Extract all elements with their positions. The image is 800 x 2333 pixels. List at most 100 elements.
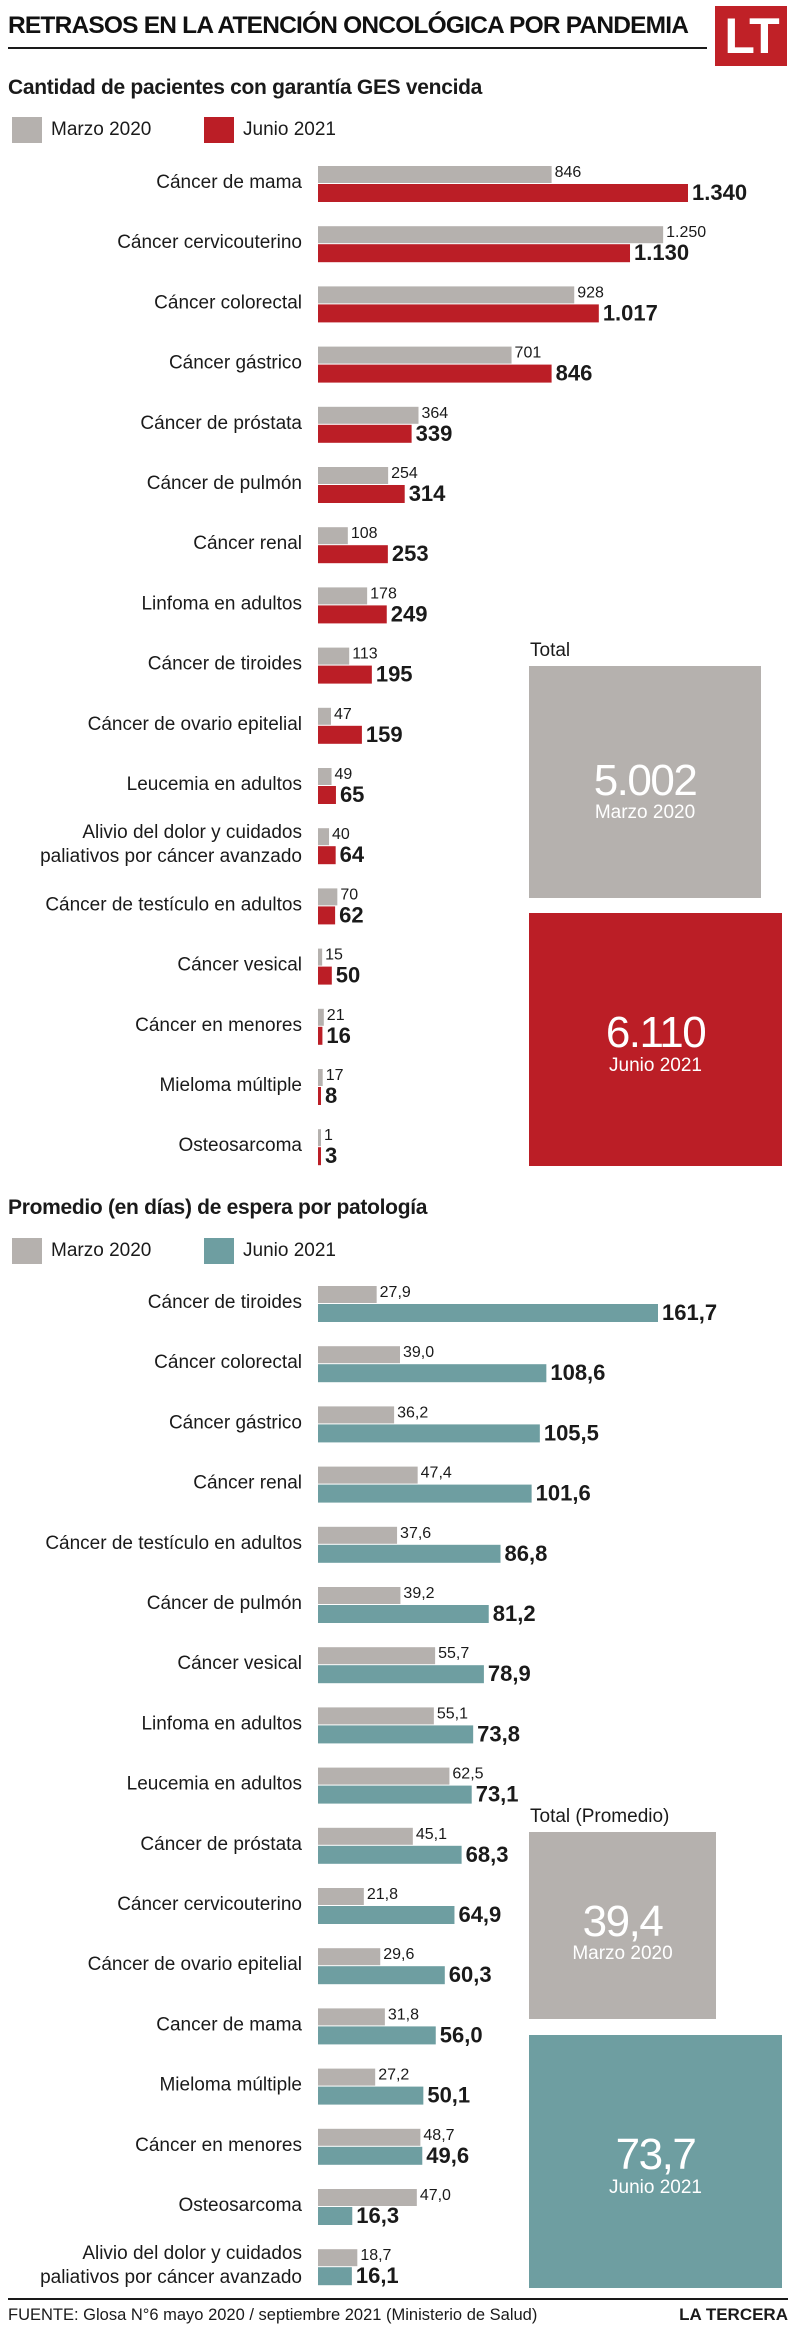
bar-junio-2021 (318, 2086, 424, 2105)
chart-row: Osteosarcoma 47,0 16,3 (178, 2187, 451, 2228)
bar-marzo-2020 (318, 707, 331, 725)
bar-marzo-2020 (318, 1069, 323, 1086)
header: RETRASOS EN LA ATENCIÓN ONCOLÓGICA POR P… (0, 0, 800, 75)
value-label-junio-2021: 314 (409, 481, 446, 506)
chart1-total-marzo-caption: Marzo 2020 (594, 802, 696, 823)
bar-marzo-2020 (318, 1008, 324, 1026)
bar-junio-2021 (318, 1725, 474, 1744)
bar-marzo-2020 (318, 2008, 385, 2026)
value-label-junio-2021: 68,3 (466, 1842, 509, 1867)
category-label: Cáncer de testículo en adultos (45, 894, 302, 915)
category-label: Cáncer de próstata (140, 413, 302, 434)
value-label-marzo-2020: 27,2 (378, 2067, 409, 2084)
value-label-junio-2021: 249 (391, 601, 428, 626)
value-label-marzo-2020: 62,5 (452, 1766, 483, 1783)
chart2-total-label: Total (Promedio) (530, 1806, 670, 1827)
value-label-junio-2021: 60,3 (449, 1962, 492, 1987)
bar-marzo-2020 (318, 2128, 421, 2146)
bar-marzo-2020 (318, 226, 664, 244)
chart2-total-marzo-value: 39,4 (582, 1897, 664, 1946)
category-label: Mieloma múltiple (159, 2075, 302, 2096)
value-label-marzo-2020: 18,7 (360, 2247, 391, 2264)
value-label-junio-2021: 56,0 (440, 2022, 483, 2047)
chart1-title: Cantidad de pacientes con garantía GES v… (8, 76, 483, 99)
bar-junio-2021 (318, 665, 372, 684)
bar-junio-2021 (318, 545, 388, 564)
chart2-total-marzo-box: 39,4 Marzo 2020 (529, 1832, 716, 2019)
bar-junio-2021 (318, 184, 688, 202)
value-label-marzo-2020: 17 (326, 1067, 344, 1084)
chart-row: Cáncer de mama 846 1.340 (156, 164, 747, 205)
value-label-junio-2021: 108,6 (550, 1360, 605, 1385)
value-label-junio-2021: 846 (556, 361, 593, 386)
value-label-junio-2021: 65 (340, 782, 364, 807)
category-label: Cáncer cervicouterino (117, 1894, 302, 1915)
value-label-junio-2021: 195 (376, 662, 413, 687)
bar-marzo-2020 (318, 1526, 398, 1544)
category-label: Cáncer de pulmón (147, 473, 302, 494)
chart-row: Cáncer renal 47,4 101,6 (193, 1465, 590, 1506)
category-label: Osteosarcoma (178, 2195, 302, 2216)
value-label-junio-2021: 78,9 (488, 1661, 531, 1686)
chart1-legend-marzo: Marzo 2020 (12, 117, 151, 143)
value-label-marzo-2020: 47,4 (421, 1465, 452, 1482)
value-label-junio-2021: 8 (325, 1083, 337, 1108)
bar-marzo-2020 (318, 406, 419, 424)
bar-junio-2021 (318, 1364, 547, 1383)
value-label-marzo-2020: 39,0 (403, 1344, 434, 1361)
category-label: Cáncer en menores (135, 1015, 302, 1036)
chart-row: Linfoma en adultos 55,1 73,8 (141, 1705, 520, 1746)
bar-marzo-2020 (318, 1707, 434, 1725)
value-label-junio-2021: 62 (339, 902, 363, 927)
legend-label-marzo: Marzo 2020 (51, 119, 152, 140)
value-label-junio-2021: 50,1 (427, 2083, 470, 2108)
chart-row: Cáncer gástrico 701 846 (169, 345, 592, 386)
value-label-marzo-2020: 37,6 (400, 1525, 431, 1542)
bar-junio-2021 (318, 1845, 462, 1864)
legend-label-junio: Junio 2021 (243, 1240, 336, 1261)
value-label-marzo-2020: 29,6 (383, 1946, 414, 1963)
value-label-junio-2021: 73,1 (476, 1782, 519, 1807)
bar-marzo-2020 (318, 888, 338, 906)
chart1-total-marzo-value: 5.002 (593, 756, 698, 805)
bar-junio-2021 (318, 605, 387, 624)
bar-junio-2021 (318, 1665, 484, 1684)
bar-marzo-2020 (318, 1587, 401, 1604)
category-label: Alivio del dolor y cuidados paliativos po… (40, 822, 302, 867)
chart-row: Cáncer gástrico 36,2 105,5 (169, 1404, 599, 1445)
la-tercera-logo: LT (715, 6, 787, 66)
bar-junio-2021 (318, 485, 405, 503)
bar-marzo-2020 (318, 587, 368, 605)
category-label: Leucemia en adultos (127, 774, 302, 795)
category-label: Cáncer cervicouterino (117, 232, 302, 253)
bar-junio-2021 (318, 364, 552, 383)
category-label: Cáncer vesical (177, 955, 302, 976)
bar-junio-2021 (318, 1026, 323, 1045)
value-label-marzo-2020: 1.250 (666, 224, 706, 241)
chart1-total-junio-box: 6.110 Junio 2021 (529, 913, 782, 1166)
category-label: Mieloma múltiple (159, 1075, 302, 1096)
bar-marzo-2020 (318, 1948, 381, 1966)
bar-marzo-2020 (318, 1647, 436, 1665)
bar-junio-2021 (318, 1785, 472, 1804)
category-label: Cáncer de tiroides (148, 1292, 302, 1313)
value-label-marzo-2020: 39,2 (403, 1585, 434, 1602)
bar-junio-2021 (318, 2207, 353, 2225)
value-label-marzo-2020: 47,0 (420, 2187, 451, 2204)
category-label: Linfoma en adultos (141, 593, 302, 614)
bar-junio-2021 (318, 1424, 540, 1443)
chart-row: Cáncer de tiroides 27,9 161,7 (148, 1284, 717, 1325)
value-label-junio-2021: 1.017 (603, 300, 658, 325)
bar-marzo-2020 (318, 2189, 417, 2206)
category-label: Cáncer vesical (177, 1653, 302, 1674)
legend-swatch-junio (204, 117, 234, 143)
value-label-junio-2021: 105,5 (544, 1420, 599, 1445)
value-label-junio-2021: 81,2 (493, 1601, 536, 1626)
value-label-junio-2021: 101,6 (536, 1481, 591, 1506)
category-label: Linfoma en adultos (141, 1713, 302, 1734)
category-label: Osteosarcoma (178, 1135, 302, 1156)
chart1-total-junio-value: 6.110 (605, 1008, 707, 1057)
chart2-total-junio-box: 73,7 Junio 2021 (529, 2035, 782, 2288)
